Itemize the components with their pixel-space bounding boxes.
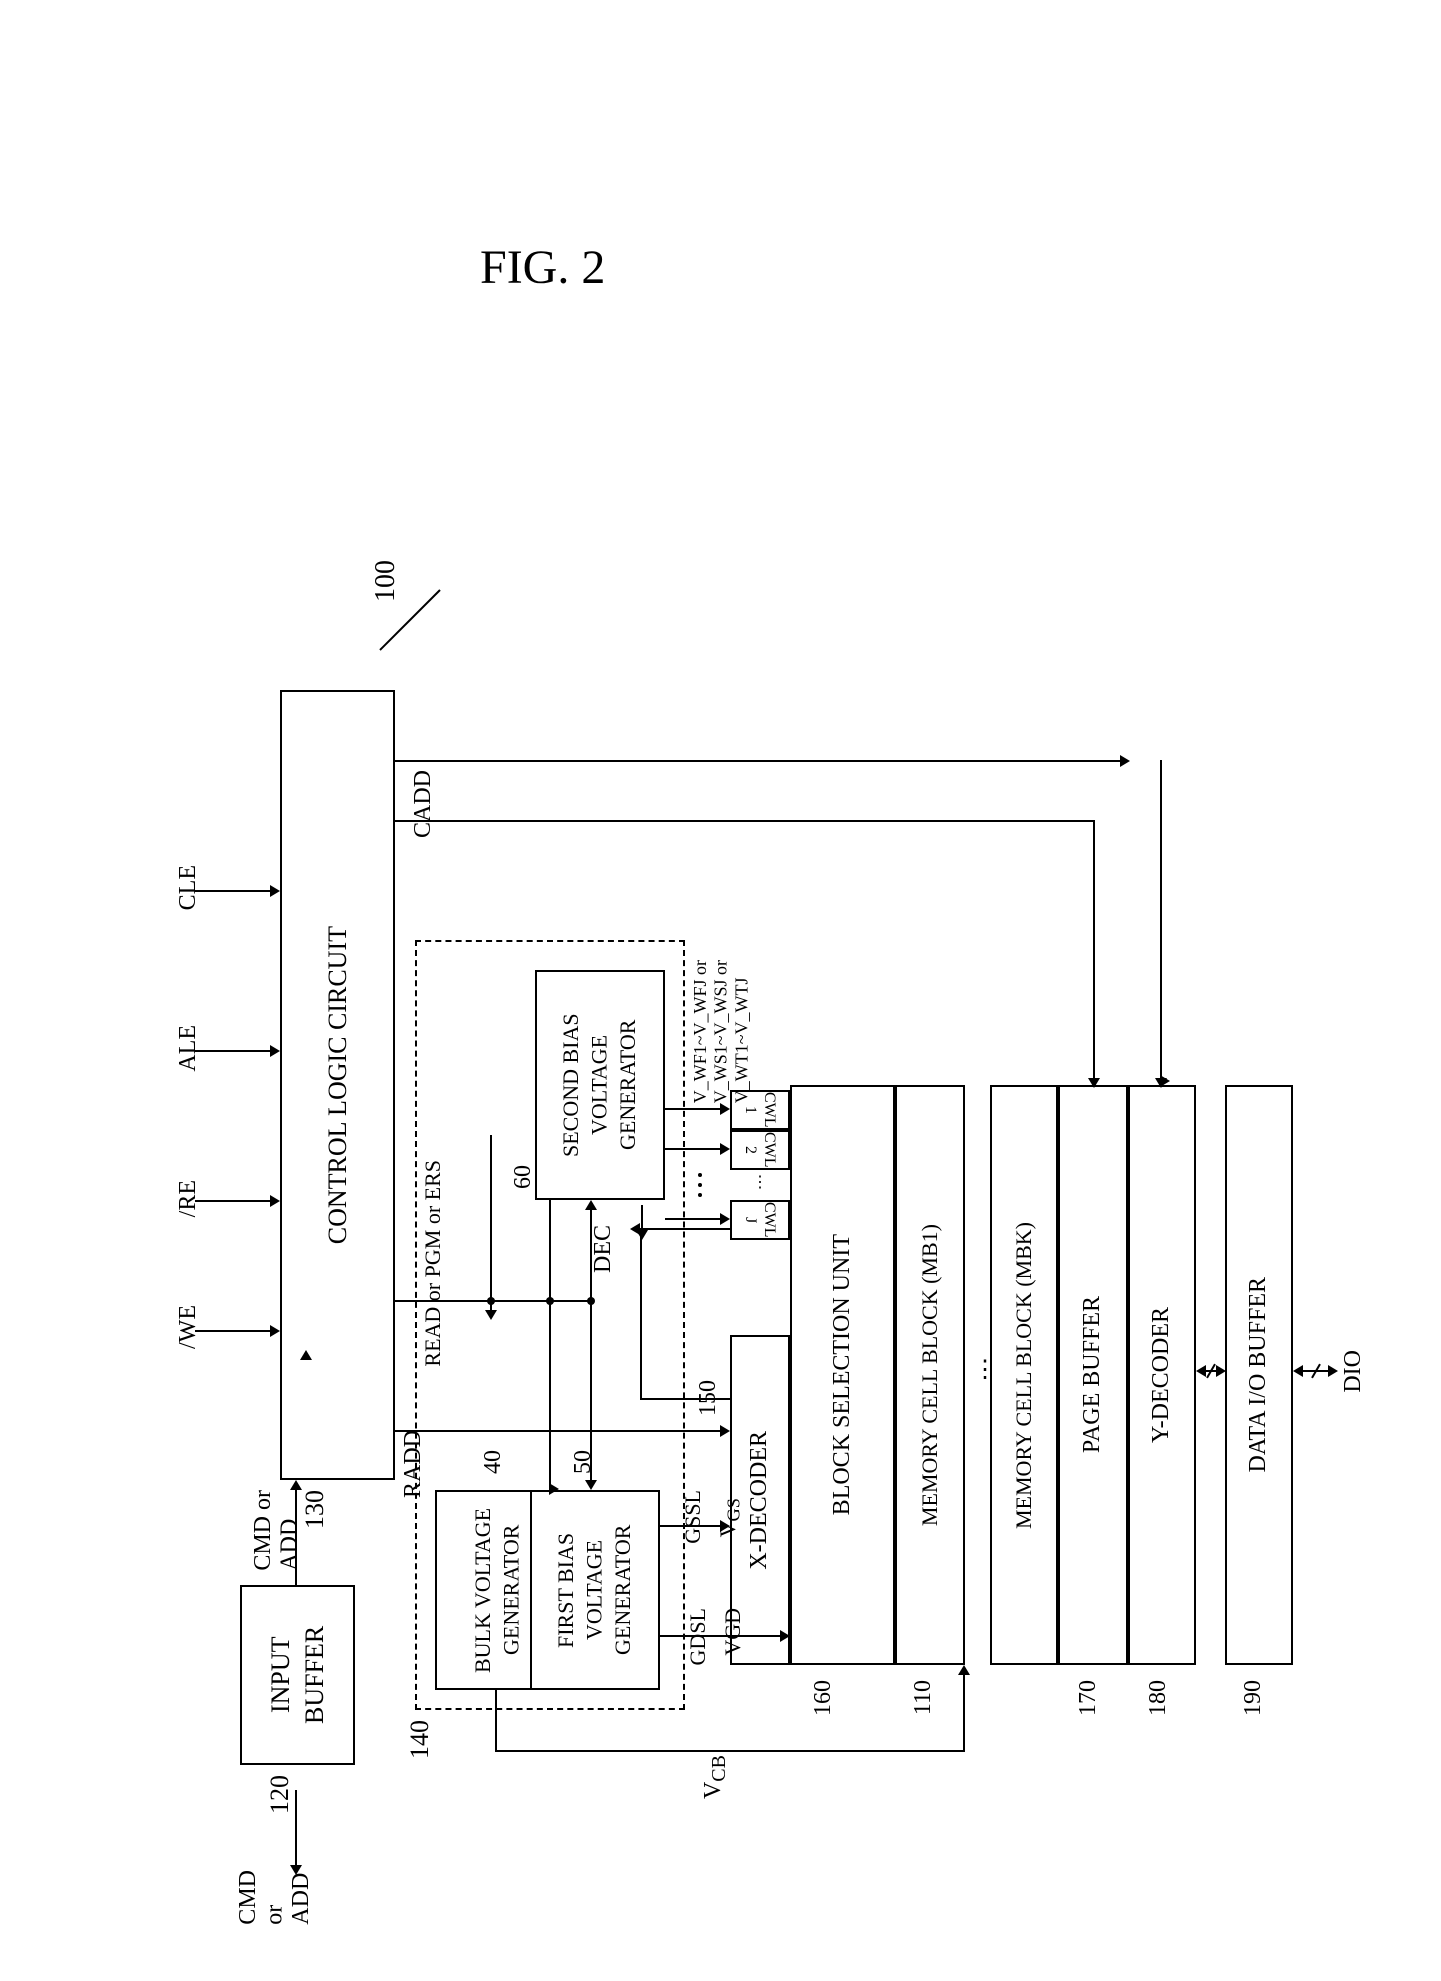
bulk-vg-ref: 40 (480, 1450, 507, 1474)
radd-line (395, 1430, 720, 1432)
vwr-dots-2 (698, 1183, 702, 1187)
input-buffer-block: INPUT BUFFER (240, 1585, 355, 1765)
cwl-dots: ⋮ (752, 1172, 768, 1192)
control-logic-ref: 130 (300, 1490, 330, 1529)
block-sel-label: BLOCK SELECTION UNIT (823, 1230, 862, 1519)
mem-block-k: MEMORY CELL BLOCK (MBK) (990, 1085, 1058, 1665)
voltage-gen-ref: 140 (405, 1720, 435, 1759)
gdsl-label: GDSL (685, 1608, 711, 1665)
ale-label: ALE (175, 1025, 202, 1072)
vwr-line-j (665, 1218, 720, 1220)
we-line (195, 1330, 270, 1332)
cwl-j: CWL J (730, 1200, 790, 1240)
dec-line-h (640, 1228, 730, 1230)
readpgm-junction-1 (487, 1297, 495, 1305)
re-line (195, 1200, 270, 1202)
diagram-canvas: FIG. 2 INPUT BUFFER 120 CMD or ADD CMD o… (0, 0, 1441, 1981)
vwr-line-1 (665, 1108, 720, 1110)
first-bias-block: FIRST BIAS VOLTAGE GENERATOR (530, 1490, 660, 1690)
readpgm-vert (549, 1200, 551, 1490)
bulk-vg-label: BULK VOLTAGE GENERATOR (465, 1492, 530, 1688)
dec-elbow-v (640, 1230, 642, 1400)
dec-to-second (641, 1205, 643, 1230)
first-bias-label: FIRST BIAS VOLTAGE GENERATOR (548, 1492, 642, 1688)
dec-elbow-h (641, 1398, 731, 1400)
first-bias-ref: 50 (570, 1450, 597, 1474)
control-logic-label: CONTROL LOGIC CIRCUIT (317, 922, 359, 1248)
cadd-into-ydec-v (1160, 1060, 1162, 1078)
data-io-label: DATA I/O BUFFER (1239, 1273, 1278, 1476)
second-bias-label: SECOND BIAS VOLTAGE GENERATOR (553, 972, 647, 1198)
control-logic-block: CONTROL LOGIC CIRCUIT (280, 690, 395, 1480)
readpgm-label: READ or PGM or ERS (420, 1160, 446, 1367)
y-decoder-block: Y-DECODER (1128, 1085, 1196, 1665)
page-buffer-ref: 170 (1075, 1680, 1102, 1716)
cwl-j-label: CWL J (741, 1202, 779, 1238)
cwl-2: CWL 2 (730, 1130, 790, 1170)
block-sel-block: BLOCK SELECTION UNIT (790, 1085, 895, 1665)
second-bias-block: SECOND BIAS VOLTAGE GENERATOR (535, 970, 665, 1200)
data-io-block: DATA I/O BUFFER (1225, 1085, 1293, 1665)
dio-label: DIO (1340, 1350, 1367, 1393)
cmd-add-out-label: CMD or ADD (250, 1490, 303, 1571)
second-bias-ref: 60 (510, 1165, 537, 1189)
cle-line (195, 890, 270, 892)
input-buffer-label: INPUT BUFFER (260, 1587, 336, 1763)
readpgm-to-first-v (590, 1300, 592, 1480)
cle-label: CLE (175, 865, 202, 910)
cadd-line (395, 760, 1120, 762)
vcb-h1 (495, 1750, 965, 1752)
mem-block-1: MEMORY CELL BLOCK (MB1) (895, 1085, 965, 1665)
we-label: /WE (175, 1305, 202, 1349)
cwl-2-label: CWL 2 (741, 1132, 779, 1168)
vcb-v2 (963, 1675, 965, 1752)
gssl-label: GSSL (680, 1490, 706, 1544)
cadd-label: CADD (410, 770, 437, 838)
cmd-add-arrow-in (295, 1790, 297, 1865)
figure-title: FIG. 2 (480, 240, 605, 295)
page-buffer-label: PAGE BUFFER (1073, 1292, 1112, 1457)
mem-block-1-label: MEMORY CELL BLOCK (MB1) (912, 1220, 949, 1530)
cadd-vert (1160, 760, 1162, 1080)
vwr-label: V_WF1~V_WFJ or V_WS1~V_WSJ or V_WT1~V_WT… (690, 960, 752, 1103)
mem-block-1-ref: 110 (910, 1680, 937, 1715)
readpgm-line-main (395, 1300, 550, 1302)
y-decoder-ref: 180 (1145, 1680, 1172, 1716)
ref-100: 100 (370, 560, 402, 602)
pb-ctrl-v (1093, 820, 1095, 1078)
vwr-dots-3 (698, 1193, 702, 1197)
vwr-line-2 (665, 1148, 720, 1150)
y-decoder-label: Y-DECODER (1142, 1303, 1181, 1447)
readpgm-to-bulk (490, 1135, 492, 1310)
vwr-dots-1 (698, 1173, 702, 1177)
vgd-label: VGD (720, 1608, 746, 1656)
radd-label: RADD (400, 1430, 427, 1498)
cmd-add-in-label: CMD or ADD (235, 1870, 314, 1925)
dec-label: DEC (590, 1225, 617, 1273)
x-decoder-label: X-DECODER (740, 1427, 779, 1574)
mem-block-k-label: MEMORY CELL BLOCK (MBK) (1006, 1218, 1043, 1533)
readpgm-ext (550, 1300, 592, 1302)
data-io-ref: 190 (1240, 1680, 1267, 1716)
ale-line (195, 1050, 270, 1052)
vcb-v1 (495, 1690, 497, 1750)
block-sel-ref: 160 (810, 1680, 837, 1716)
page-buffer-block: PAGE BUFFER (1058, 1085, 1128, 1665)
re-label: /RE (175, 1180, 202, 1217)
input-buffer-ref: 120 (265, 1775, 295, 1814)
pb-ctrl-h (395, 820, 1095, 822)
vgs-label: VGS (715, 1498, 744, 1537)
vcb-label: VCB (700, 1755, 731, 1799)
